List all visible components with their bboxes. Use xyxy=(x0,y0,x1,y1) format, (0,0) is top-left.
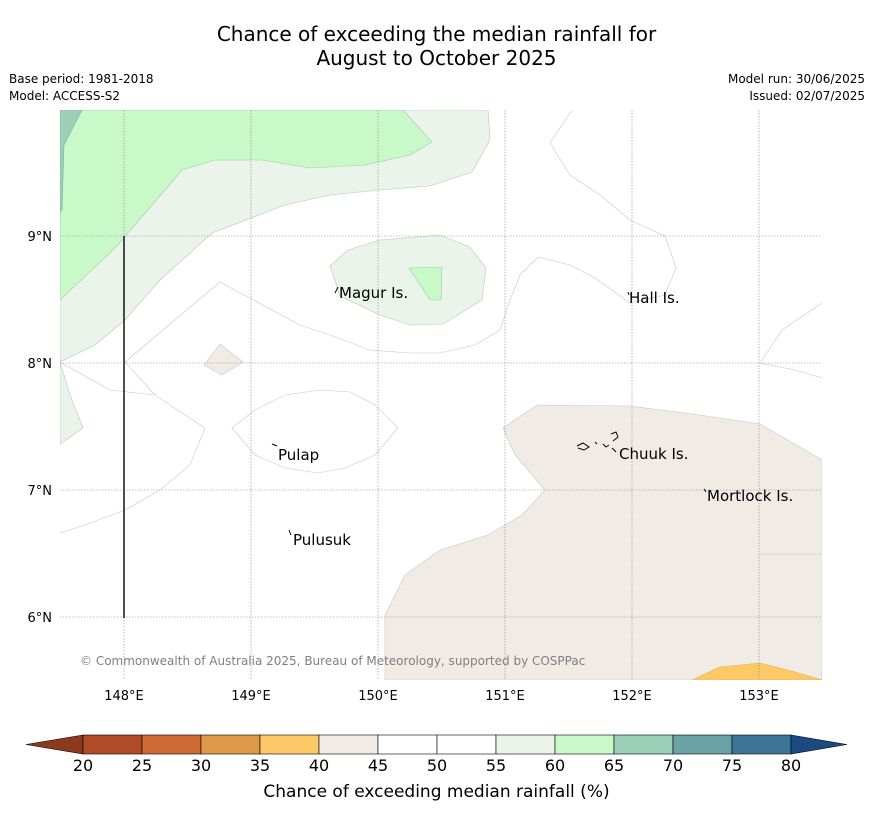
colorbar-swatch xyxy=(554,734,615,755)
islands xyxy=(271,286,707,536)
issued-text: Issued: 02/07/2025 xyxy=(749,89,865,103)
colorbar-swatch xyxy=(318,734,379,755)
zone-65-70-corner xyxy=(60,110,83,213)
copyright-text: © Commonwealth of Australia 2025, Bureau… xyxy=(80,654,585,668)
colorbar-tick-label: 35 xyxy=(250,756,270,775)
colorbar-swatch xyxy=(82,734,143,755)
place-label-magur: Magur Is. xyxy=(339,284,408,302)
colorbar-label: Chance of exceeding median rainfall (%) xyxy=(263,782,610,802)
colorbar-swatch xyxy=(731,734,792,755)
colorbar-tick-label: 25 xyxy=(132,756,152,775)
zone-40-45-southeast xyxy=(384,404,822,680)
lon-label: 150°E xyxy=(358,689,398,704)
base-period-text: Base period: 1981-2018 xyxy=(9,72,154,86)
lon-label: 149°E xyxy=(231,689,271,704)
island-magur xyxy=(334,286,339,294)
contour-lines xyxy=(60,110,822,555)
colorbar-tick-label: 30 xyxy=(191,756,211,775)
colorbar-tick-label: 80 xyxy=(781,756,801,775)
colorbar-tick-label: 60 xyxy=(545,756,565,775)
island-pulap xyxy=(271,443,278,447)
island-chuuk xyxy=(576,431,619,453)
colorbar: 20 25 30 35 40 45 50 55 60 65 70 75 80 xyxy=(25,734,848,775)
title-line-2: August to October 2025 xyxy=(316,46,557,70)
colorbar-swatch xyxy=(377,734,438,755)
colorbar-tick-label: 40 xyxy=(309,756,329,775)
zone-40-45-small xyxy=(203,343,244,376)
lon-label: 148°E xyxy=(104,689,144,704)
colorbar-tick-label: 55 xyxy=(486,756,506,775)
lat-label: 9°N xyxy=(28,230,53,245)
colorbar-tick-label: 65 xyxy=(604,756,624,775)
colorbar-tick-label: 75 xyxy=(722,756,742,775)
lon-label: 152°E xyxy=(612,689,652,704)
colorbar-swatch xyxy=(613,734,674,755)
graticule xyxy=(60,110,822,680)
island-pulusuk xyxy=(288,529,292,536)
zone-60-65-magur xyxy=(408,266,443,301)
colorbar-tick-label: 20 xyxy=(73,756,93,775)
model-text: Model: ACCESS-S2 xyxy=(9,89,121,103)
lon-label: 151°E xyxy=(485,689,525,704)
meta-left: Base period: 1981-2018 Model: ACCESS-S2 xyxy=(9,71,154,105)
lat-label: 6°N xyxy=(28,611,53,626)
lon-axis-labels: 148°E 149°E 150°E 151°E 152°E 153°E xyxy=(104,689,779,704)
colorbar-tick-label: 45 xyxy=(368,756,388,775)
colorbar-swatch xyxy=(259,734,320,755)
colorbar-swatch xyxy=(200,734,261,755)
meta-right: Model run: 30/06/2025 Issued: 02/07/2025 xyxy=(728,71,865,105)
forecast-fill-layer xyxy=(60,110,822,680)
lat-axis-labels: 9°N 8°N 7°N 6°N xyxy=(28,230,53,626)
title-line-1: Chance of exceeding the median rainfall … xyxy=(216,22,657,46)
colorbar-swatch xyxy=(495,734,556,755)
zone-35-40-southeast xyxy=(691,662,822,680)
colorbar-swatch xyxy=(672,734,733,755)
zone-60-65-northwest xyxy=(60,110,433,301)
colorbar-swatch xyxy=(436,734,497,755)
chart-title: Chance of exceeding the median rainfall … xyxy=(0,22,873,70)
place-label-chuuk: Chuuk Is. xyxy=(619,445,688,463)
place-label-pulap: Pulap xyxy=(278,446,319,464)
island-hall xyxy=(627,291,630,296)
colorbar-swatch xyxy=(141,734,202,755)
colorbar-under-arrow xyxy=(25,734,84,755)
colorbar-tick-label: 50 xyxy=(427,756,447,775)
place-labels: Magur Is. Hall Is. Pulap Chuuk Is. Mortl… xyxy=(278,284,793,549)
lat-label: 7°N xyxy=(28,484,53,499)
lon-label: 153°E xyxy=(739,689,779,704)
place-label-pulusuk: Pulusuk xyxy=(293,531,351,549)
lat-label: 8°N xyxy=(28,357,53,372)
island-mortlock xyxy=(703,488,707,493)
place-label-mortlock: Mortlock Is. xyxy=(707,487,793,505)
place-label-hall: Hall Is. xyxy=(629,289,680,307)
zone-55-60-west-edge xyxy=(60,361,84,445)
colorbar-tick-label: 70 xyxy=(663,756,683,775)
zone-55-60-magur xyxy=(329,234,487,326)
colorbar-over-arrow xyxy=(790,734,848,755)
model-run-text: Model run: 30/06/2025 xyxy=(727,72,865,86)
